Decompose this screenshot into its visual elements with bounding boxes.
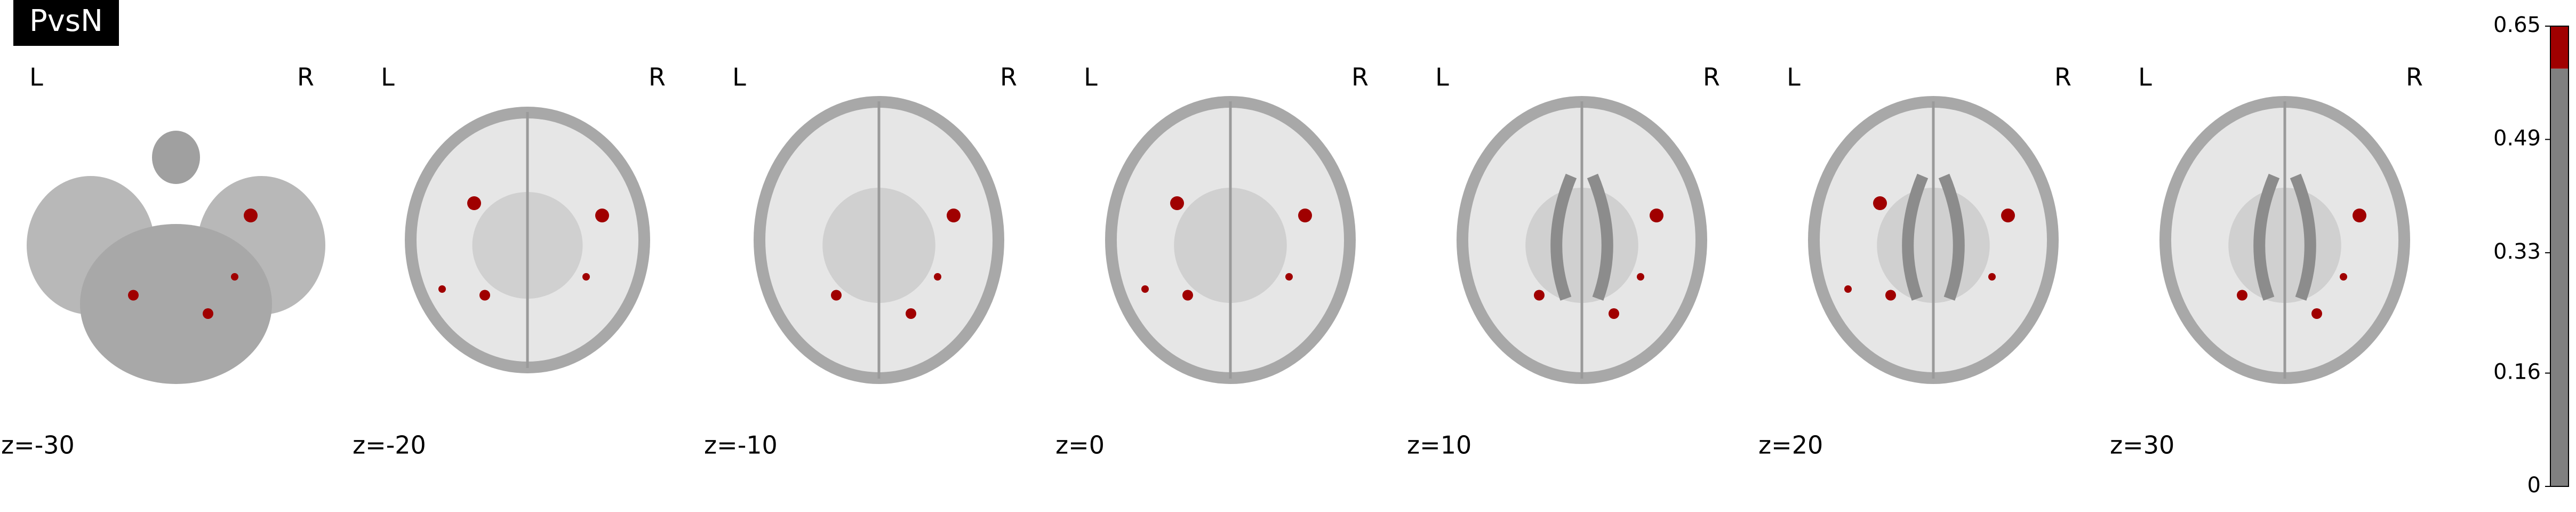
brain-slice <box>754 96 1004 384</box>
activation-spot <box>2311 308 2322 319</box>
colorbar-tick-label: 0 <box>2527 473 2541 498</box>
right-label: R <box>2406 63 2423 92</box>
slice-label: z=20 <box>1758 431 1823 460</box>
activation-spot <box>1844 285 1852 293</box>
activation-spot <box>2237 290 2247 301</box>
ventricle <box>1902 173 1965 301</box>
right-label: R <box>297 63 314 92</box>
ventricle <box>1550 173 1613 301</box>
colorbar-tick-label: 0.65 <box>2493 13 2541 37</box>
brain-slice <box>27 131 325 384</box>
brainstem <box>152 131 200 184</box>
activation-spot <box>438 285 446 293</box>
ventricle <box>2253 173 2316 301</box>
activation-spot <box>1285 273 1293 281</box>
brain-slice <box>1105 96 1356 384</box>
activation-spot <box>831 290 842 301</box>
activation-spot <box>2001 209 2015 222</box>
brain-slice <box>1457 96 1707 384</box>
slice-label: z=-10 <box>704 431 778 460</box>
brain-slice <box>2159 96 2410 384</box>
activation-spot <box>1534 290 1545 301</box>
activation-spot <box>467 196 481 210</box>
colorbar-frame <box>2550 26 2569 487</box>
activation-spot <box>231 273 238 281</box>
brain-slice <box>1808 96 2059 384</box>
slice-label: z=10 <box>1407 431 1471 460</box>
activation-spot <box>934 273 941 281</box>
activation-spot <box>1637 273 1644 281</box>
activation-spot <box>1298 209 1312 222</box>
activation-spot <box>203 308 213 319</box>
left-label: L <box>1787 63 1801 92</box>
activation-spot <box>1170 196 1184 210</box>
left-label: L <box>29 63 43 92</box>
slice-label: z=-30 <box>1 431 75 460</box>
cerebellum <box>80 224 272 384</box>
right-label: R <box>1000 63 1017 92</box>
brain-slice <box>405 107 650 373</box>
colorbar-tick-label: 0.49 <box>2493 126 2541 150</box>
activation-spot <box>2353 209 2366 222</box>
activation-spot <box>947 209 961 222</box>
activation-spot <box>1141 285 1149 293</box>
colorbar-active <box>2550 26 2569 69</box>
right-label: R <box>649 63 666 92</box>
colorbar-tick-label: 0.33 <box>2493 239 2541 264</box>
slice-label: z=0 <box>1055 431 1105 460</box>
title-box <box>13 0 119 46</box>
activation-spot <box>1988 273 1996 281</box>
left-label: L <box>381 63 395 92</box>
left-label: L <box>1084 63 1098 92</box>
activation-spot <box>595 209 609 222</box>
activation-spot <box>479 290 490 301</box>
activation-spot <box>1873 196 1887 210</box>
left-label: L <box>1435 63 1449 92</box>
colorbar-base <box>2550 68 2569 486</box>
activation-spot <box>1182 290 1193 301</box>
right-label: R <box>1351 63 1369 92</box>
left-label: L <box>2138 63 2152 92</box>
title: PvsN <box>29 4 103 38</box>
slice-label: z=30 <box>2110 431 2174 460</box>
activation-spot <box>2340 273 2347 281</box>
activation-spot <box>128 290 139 301</box>
left-label: L <box>732 63 746 92</box>
colorbar-tick-label: 0.16 <box>2493 360 2541 385</box>
slice-label: z=-20 <box>353 431 426 460</box>
activation-spot <box>1650 209 1663 222</box>
activation-spot <box>1609 308 1619 319</box>
activation-spot <box>244 209 258 222</box>
right-label: R <box>2054 63 2071 92</box>
activation-spot <box>1885 290 1896 301</box>
activation-spot <box>906 308 916 319</box>
activation-spot <box>582 273 590 281</box>
right-label: R <box>1703 63 1720 92</box>
